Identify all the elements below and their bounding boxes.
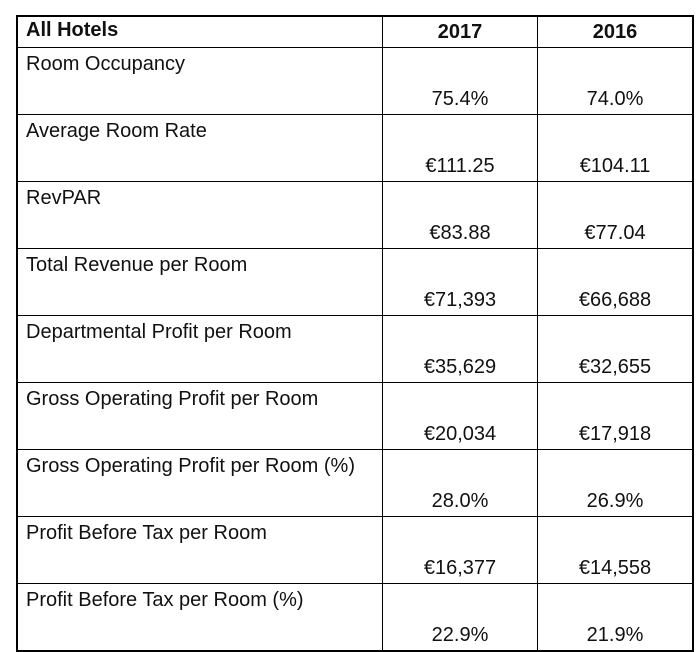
cell-value: €71,393 (382, 248, 538, 316)
cell-value: €104.11 (537, 114, 694, 182)
cell-value: 26.9% (537, 449, 694, 517)
table-row: Profit Before Tax per Room (%) 22.9% 21.9% (16, 583, 694, 652)
cell-value: 21.9% (537, 583, 694, 652)
table-row: All Hotels 2017 2016 (16, 15, 694, 48)
cell-value: €66,688 (537, 248, 694, 316)
cell-value: €20,034 (382, 382, 538, 450)
row-label: Departmental Profit per Room (16, 315, 383, 383)
cell-value: 28.0% (382, 449, 538, 517)
row-label: Profit Before Tax per Room (16, 516, 383, 584)
row-label: RevPAR (16, 181, 383, 249)
row-label: Average Room Rate (16, 114, 383, 182)
cell-value: €16,377 (382, 516, 538, 584)
table-row: Departmental Profit per Room €35,629 €32,6… (16, 315, 694, 383)
cell-value: €32,655 (537, 315, 694, 383)
row-label: Profit Before Tax per Room (%) (16, 583, 383, 652)
cell-value: 2016 (537, 15, 694, 48)
row-label: All Hotels (16, 15, 383, 48)
table-row: Total Revenue per Room €71,393 €66,688 (16, 248, 694, 316)
hotel-table: All Hotels 2017 2016 Room Occupancy 75.4% 74.… (16, 15, 694, 652)
table-row: Room Occupancy 75.4% 74.0% (16, 47, 694, 115)
row-label: Room Occupancy (16, 47, 383, 115)
table-container: All Hotels 2017 2016 Room Occupancy 75.4% 74.… (16, 15, 694, 652)
cell-value: 75.4% (382, 47, 538, 115)
page: {"table": {"header": ["All Hotels", "201… (16, 15, 694, 652)
row-label: Gross Operating Profit per Room (16, 382, 383, 450)
table-row: Profit Before Tax per Room €16,377 €14,558 (16, 516, 694, 584)
cell-value: €83.88 (382, 181, 538, 249)
table-row: RevPAR €83.88 €77.04 (16, 181, 694, 249)
cell-value: €111.25 (382, 114, 538, 182)
cell-value: 2017 (382, 15, 538, 48)
cell-value: 74.0% (537, 47, 694, 115)
row-label: Gross Operating Profit per Room (%) (16, 449, 383, 517)
cell-value: 22.9% (382, 583, 538, 652)
cell-value: €35,629 (382, 315, 538, 383)
cell-value: €14,558 (537, 516, 694, 584)
cell-value: €17,918 (537, 382, 694, 450)
table-row: Average Room Rate €111.25 €104.11 (16, 114, 694, 182)
cell-value: €77.04 (537, 181, 694, 249)
row-label: Total Revenue per Room (16, 248, 383, 316)
table-row: Gross Operating Profit per Room (%) 28.0%… (16, 449, 694, 517)
table-row: Gross Operating Profit per Room €20,034 €1… (16, 382, 694, 450)
